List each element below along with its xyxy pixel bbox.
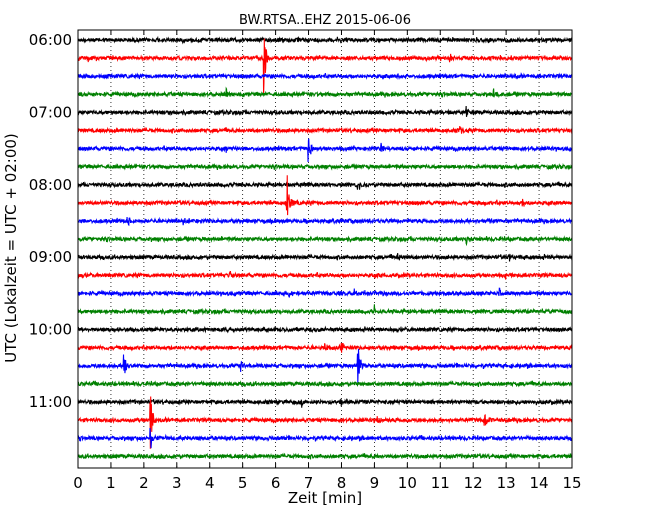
y-tick-label: 09:00 — [29, 248, 72, 266]
trace-line — [77, 452, 573, 461]
x-tick-label: 1 — [106, 474, 116, 492]
trace-line — [77, 216, 573, 227]
trace-group — [77, 35, 573, 461]
x-tick-label: 10 — [398, 474, 417, 492]
x-tick-label: 6 — [271, 474, 281, 492]
trace-line — [77, 35, 573, 45]
trace-line — [77, 86, 573, 99]
trace-line — [77, 270, 573, 280]
plot-frame — [77, 29, 573, 469]
trace-line — [77, 235, 573, 247]
trace-line — [77, 180, 573, 190]
y-tick-label: 06:00 — [29, 31, 72, 49]
trace-line — [77, 342, 573, 353]
trace-line — [77, 253, 573, 262]
trace-line — [77, 287, 573, 298]
y-tick-label: 08:00 — [29, 176, 72, 194]
x-tick-label: 3 — [172, 474, 182, 492]
trace-line — [77, 106, 573, 117]
trace-line — [77, 138, 573, 163]
x-tick-label: 13 — [497, 474, 516, 492]
trace-line — [77, 175, 573, 216]
x-tick-label: 11 — [431, 474, 450, 492]
trace-line — [77, 348, 573, 384]
x-tick-label: 0 — [73, 474, 83, 492]
y-tick-label: 10:00 — [29, 321, 72, 339]
y-axis: 06:00 07:00 08:00 09:00 10:00 11:00 — [29, 31, 572, 411]
trace-line — [77, 325, 573, 334]
x-tick-label: 9 — [370, 474, 380, 492]
trace-line — [77, 397, 573, 408]
x-tick-label: 12 — [464, 474, 483, 492]
x-tick-label: 8 — [337, 474, 347, 492]
y-tick-label: 07:00 — [29, 103, 72, 121]
trace-line — [77, 38, 573, 95]
y-axis-label: UTC (Lokalzeit = UTC + 02:00) — [2, 133, 20, 363]
x-tick-label: 5 — [238, 474, 248, 492]
trace-line — [77, 162, 573, 171]
chart-title: BW.RTSA..EHZ 2015-06-06 — [239, 13, 411, 28]
x-tick-label: 7 — [304, 474, 314, 492]
x-tick-label: 14 — [530, 474, 549, 492]
x-tick-label: 2 — [139, 474, 149, 492]
trace-line — [77, 304, 573, 316]
x-axis: 0 1 2 3 4 5 6 7 8 9 10 11 12 13 14 15 — [73, 30, 582, 492]
x-tick-label: 4 — [205, 474, 215, 492]
trace-line — [77, 396, 573, 449]
x-tick-label: 15 — [562, 474, 581, 492]
y-tick-label: 11:00 — [29, 393, 72, 411]
x-axis-label: Zeit [min] — [288, 489, 362, 507]
trace-line — [77, 125, 573, 135]
trace-line — [77, 428, 573, 449]
trace-line — [77, 379, 573, 388]
trace-line — [77, 72, 573, 81]
